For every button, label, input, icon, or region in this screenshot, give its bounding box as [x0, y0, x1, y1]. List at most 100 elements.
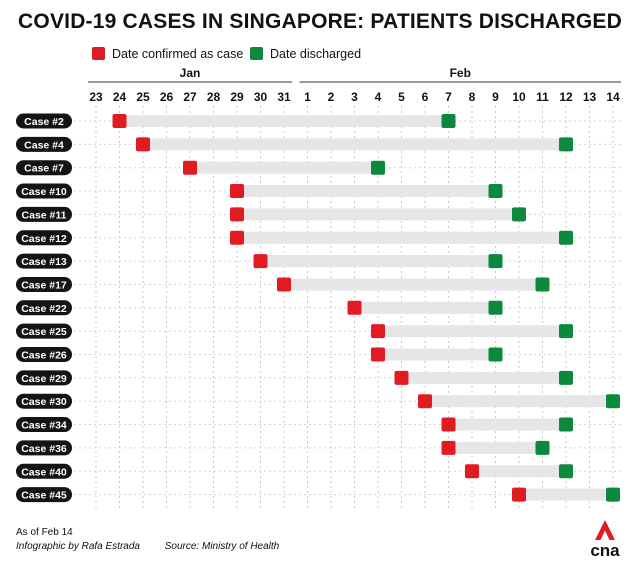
case-label-pill [16, 417, 72, 433]
legend-swatch [250, 47, 263, 60]
x-tick-label: 26 [160, 90, 174, 104]
case-label: Case #29 [21, 373, 67, 385]
confirmed-marker [371, 347, 385, 362]
data-source: Source: Ministry of Health [164, 541, 280, 552]
case-label: Case #17 [21, 279, 67, 291]
case-label-pill [16, 136, 72, 152]
case-label: Case #10 [21, 186, 67, 198]
case-label: Case #34 [21, 420, 67, 432]
page-title: COVID-19 CASES IN SINGAPORE: PATIENTS DI… [18, 10, 622, 33]
discharged-marker [559, 370, 573, 385]
x-tick-label: 31 [277, 90, 291, 104]
legend-label: Date confirmed as case [112, 47, 243, 61]
discharged-marker [535, 440, 550, 455]
case-label: Case #2 [24, 116, 64, 128]
stay-duration-bar [472, 465, 566, 478]
stay-duration-bar [448, 418, 566, 431]
discharged-marker [535, 277, 550, 292]
confirmed-marker [253, 254, 268, 269]
x-tick-label: 1 [304, 90, 311, 104]
stay-duration-bar [237, 185, 496, 198]
as-of-date: As of Feb 14 [16, 527, 73, 538]
stay-duration-bar [284, 278, 543, 291]
discharged-marker [441, 114, 456, 128]
discharged-marker [559, 417, 573, 432]
discharged-marker [559, 137, 573, 152]
case-label-pill [16, 393, 72, 409]
confirmed-marker [183, 160, 197, 175]
case-label-pill [16, 323, 72, 339]
x-tick-label: 7 [445, 90, 452, 104]
x-tick-label: 30 [254, 90, 268, 104]
stay-duration-bar [190, 161, 378, 174]
discharged-marker [488, 184, 503, 199]
confirmed-marker [465, 464, 479, 479]
confirmed-marker [371, 324, 385, 339]
discharged-marker [488, 300, 503, 315]
confirmed-marker [230, 184, 244, 199]
x-tick-label: 14 [606, 90, 620, 104]
stay-duration-bar [519, 488, 613, 501]
case-label-pill [16, 347, 72, 362]
month-label: Jan [180, 66, 201, 80]
stay-duration-bar [378, 325, 566, 338]
x-tick-label: 13 [583, 90, 597, 104]
x-tick-label: 2 [328, 90, 335, 104]
stay-duration-bar [143, 138, 566, 151]
discharged-marker [512, 207, 526, 222]
case-label: Case #40 [21, 466, 67, 478]
x-tick-label: 25 [136, 90, 150, 104]
x-tick-label: 6 [422, 90, 429, 104]
case-label: Case #4 [24, 139, 64, 151]
case-label: Case #22 [21, 303, 67, 315]
discharged-marker [559, 230, 573, 245]
confirmed-marker [418, 394, 432, 409]
discharged-marker [488, 347, 503, 362]
x-tick-label: 11 [536, 90, 549, 104]
stay-duration-bar [378, 348, 496, 361]
discharged-marker [559, 324, 573, 339]
x-tick-label: 9 [492, 90, 499, 104]
x-tick-label: 24 [113, 90, 127, 104]
confirmed-marker [277, 277, 291, 292]
case-label-pill [16, 183, 72, 199]
case-label: Case #13 [21, 256, 67, 268]
case-label-pill [16, 440, 72, 456]
cna-logo-text: cna [590, 541, 620, 560]
cna-logo-icon: cna [590, 520, 620, 560]
case-label: Case #45 [21, 490, 67, 502]
confirmed-marker [136, 137, 150, 152]
stay-duration-bar [448, 441, 543, 454]
x-tick-label: 4 [375, 90, 382, 104]
infographic-credit: Infographic by Rafa Estrada [16, 541, 140, 552]
stay-duration-bar [260, 255, 496, 268]
confirmed-marker [112, 114, 127, 128]
discharged-marker [606, 394, 620, 409]
case-label: Case #36 [21, 443, 67, 455]
case-label-pill [16, 206, 72, 222]
case-label-pill [16, 253, 72, 269]
confirmed-marker [347, 300, 362, 315]
discharged-marker [606, 487, 620, 502]
x-tick-label: 8 [469, 90, 476, 104]
discharged-marker [371, 160, 385, 175]
case-label-pill [16, 160, 72, 176]
credits-line: Infographic by Rafa Estrada Source: Mini… [16, 540, 279, 554]
x-tick-label: 12 [559, 90, 573, 104]
case-label: Case #25 [21, 326, 67, 338]
x-tick-label: 29 [230, 90, 244, 104]
confirmed-marker [230, 230, 244, 245]
case-label: Case #30 [21, 396, 67, 408]
discharged-marker [488, 254, 503, 269]
discharge-timeline-chart: Date confirmed as case Date discharged Jan… [16, 47, 623, 510]
stay-duration-bar [237, 208, 519, 221]
confirmed-marker [441, 440, 456, 455]
x-tick-label: 10 [512, 90, 526, 104]
confirmed-marker [230, 207, 244, 222]
month-label: Feb [450, 66, 471, 80]
case-label-pill [16, 113, 72, 129]
case-label: Case #26 [21, 350, 67, 362]
confirmed-marker [441, 417, 456, 432]
case-label-pill [16, 276, 72, 292]
stay-duration-bar [119, 115, 449, 127]
